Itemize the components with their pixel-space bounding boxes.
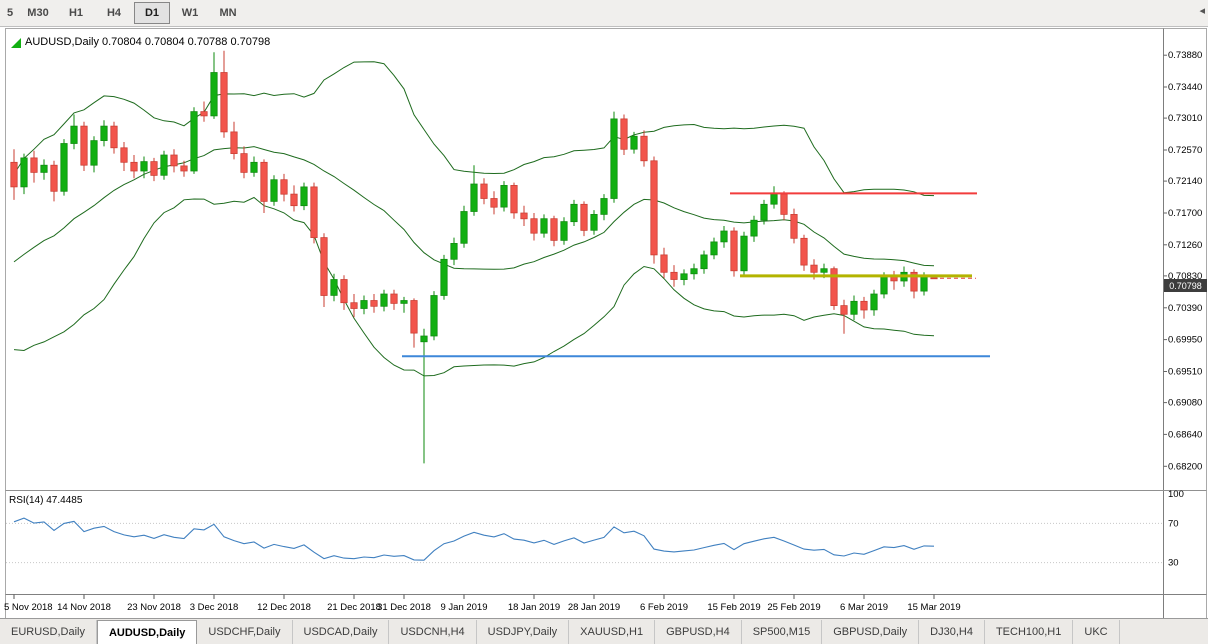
price-axis-label: 0.69510 — [1168, 367, 1202, 378]
chart-tab-usdcnh-h4[interactable]: USDCNH,H4 — [389, 620, 477, 644]
chart-tab-tech100-h1[interactable]: TECH100,H1 — [985, 620, 1074, 644]
timeframe-toolbar: 5 M30 H1 H4 D1 W1 MN — [0, 0, 1208, 27]
rsi-axis-label: 30 — [1168, 558, 1179, 569]
price-axis-label: 0.70830 — [1168, 271, 1202, 282]
date-axis-label: 21 Dec 2018 — [327, 602, 381, 613]
chart-tab-usdchf-daily[interactable]: USDCHF,Daily — [197, 620, 293, 644]
date-axis-label: 14 Nov 2018 — [57, 602, 111, 613]
price-axis-label: 0.70390 — [1168, 303, 1202, 314]
date-axis-label: 15 Mar 2019 — [907, 602, 960, 613]
chart-tab-gbpusd-h4[interactable]: GBPUSD,H4 — [655, 620, 742, 644]
date-axis-label: 9 Jan 2019 — [440, 602, 487, 613]
timeframe-button-h1[interactable]: H1 — [68, 7, 84, 19]
chart-tabbar: EURUSD,Daily AUDUSD,Daily USDCHF,Daily USDC… — [0, 618, 1208, 644]
timeframe-button-w1[interactable]: W1 — [181, 7, 199, 19]
chart-tab-dj30-h4[interactable]: DJ30,H4 — [919, 620, 985, 644]
date-axis-label: 6 Mar 2019 — [840, 602, 888, 613]
timeframe-button-m30[interactable]: M30 — [27, 7, 49, 19]
timeframe-button-h4[interactable]: H4 — [106, 7, 122, 19]
price-axis-label: 0.72140 — [1168, 176, 1202, 187]
rsi-axis-label: 70 — [1168, 518, 1179, 529]
price-axis-label: 0.71260 — [1168, 240, 1202, 251]
price-axis-label: 0.72570 — [1168, 145, 1202, 156]
price-axis-label: 0.69950 — [1168, 335, 1202, 346]
date-axis-label: 12 Dec 2018 — [257, 602, 311, 613]
date-axis-label: 15 Feb 2019 — [707, 602, 760, 613]
date-axis-label: 25 Feb 2019 — [767, 602, 820, 613]
chart-tab-ukc[interactable]: UKC — [1073, 620, 1120, 644]
date-axis-label: 6 Feb 2019 — [640, 602, 688, 613]
timeframe-button-mn[interactable]: MN — [219, 7, 237, 19]
chart-tab-audusd-daily[interactable]: AUDUSD,Daily — [96, 620, 198, 644]
bollinger-lower-band — [13, 196, 935, 377]
price-axis-label: 0.73880 — [1168, 50, 1202, 61]
price-chart[interactable]: 0.73880 0.73440 0.73010 0.72570 0.72140 0.717… — [0, 26, 1208, 620]
price-axis-label: 0.73440 — [1168, 82, 1202, 93]
price-axis-label: 0.69080 — [1168, 398, 1202, 409]
chart-tab-gbpusd-daily[interactable]: GBPUSD,Daily — [822, 620, 920, 644]
chart-tab-usdjpy-daily[interactable]: USDJPY,Daily — [477, 620, 570, 644]
candles — [10, 50, 938, 464]
price-axis-label: 0.68640 — [1168, 429, 1202, 440]
date-axis-label: 31 Dec 2018 — [377, 602, 431, 613]
timeframe-button-5[interactable]: 5 — [6, 7, 14, 19]
date-axis-label: 5 Nov 2018 — [4, 602, 53, 613]
price-axis-label: 0.68200 — [1168, 461, 1202, 472]
chart-border — [5, 28, 1207, 619]
date-axis-label: 28 Jan 2019 — [568, 602, 620, 613]
rsi-axis-label: 100 — [1168, 489, 1184, 500]
price-axis-label: 0.73010 — [1168, 113, 1202, 124]
date-axis-label: 3 Dec 2018 — [190, 602, 239, 613]
rsi-line — [13, 517, 935, 561]
date-axis-label: 23 Nov 2018 — [127, 602, 181, 613]
timeframe-button-d1[interactable]: D1 — [134, 2, 170, 24]
date-axis-label: 18 Jan 2019 — [508, 602, 560, 613]
chart-tab-eurusd-daily[interactable]: EURUSD,Daily — [0, 620, 97, 644]
tab-scroll-left-icon[interactable]: ◂ — [1199, 5, 1205, 17]
chart-tab-usdcad-daily[interactable]: USDCAD,Daily — [293, 620, 390, 644]
chart-stage: 0.73880 0.73440 0.73010 0.72570 0.72140 0.717… — [0, 26, 1208, 620]
chart-tab-xauusd-h1[interactable]: XAUUSD,H1 — [569, 620, 656, 644]
price-axis-label: 0.71700 — [1168, 208, 1202, 219]
chart-tab-sp500-m15[interactable]: SP500,M15 — [742, 620, 823, 644]
